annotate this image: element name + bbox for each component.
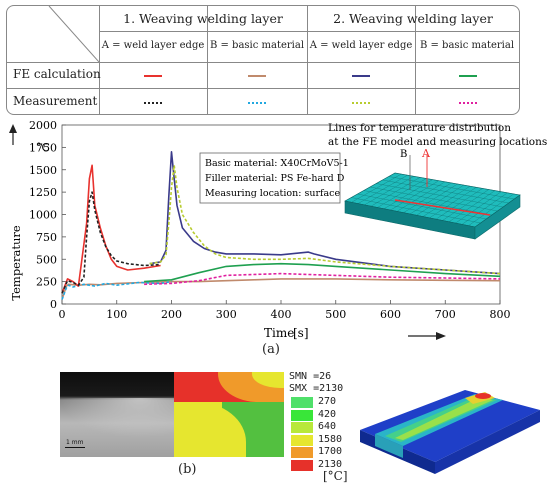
swatch-m-l2-B [459, 102, 477, 104]
info-box [199, 152, 341, 204]
contour-level-label: 270 [318, 396, 337, 407]
contour-swatch [291, 447, 313, 458]
series-line-fe_l2_B [144, 262, 501, 283]
y-label: Temperature [9, 225, 23, 301]
contour-swatch [291, 459, 313, 471]
header-layer2: 2. Weaving welding layer [333, 11, 493, 26]
series-line-m_l1_A [61, 191, 161, 294]
swatch-fe-l2-A [352, 75, 370, 77]
contour-swatch [291, 434, 313, 446]
series-line-fe_l1_B [61, 278, 501, 300]
contour-3d-plate [360, 390, 540, 474]
annotation-line2: at the FE model and measuring locations [328, 136, 547, 148]
series-line-m_l1_B [61, 280, 172, 300]
y-tick-label: 750 [36, 231, 57, 244]
header-l2-B: B = basic material [419, 40, 515, 51]
contour-level-label: 1700 [318, 446, 343, 457]
annotation-line1: Lines for temperature distribution [328, 122, 511, 134]
marker-A: A [421, 147, 431, 160]
y-tick-label: 1000 [29, 209, 57, 222]
marker-B: B [400, 149, 407, 160]
swatch-m-l1-A [144, 102, 162, 104]
y-tick-label: 1750 [29, 141, 57, 154]
x-tick-label: 0 [59, 308, 66, 321]
contour-swatch [291, 422, 313, 433]
x-tick-label: 700 [435, 308, 456, 321]
contour-image [174, 372, 284, 457]
info-line3: Measuring location: surface [205, 188, 340, 199]
legend-table: 1. Weaving welding layer 2. Weaving weld… [6, 5, 520, 115]
x-label: Time [264, 326, 294, 340]
x-tick-label: 100 [106, 308, 127, 321]
panel-label-a: (a) [262, 342, 280, 357]
contour-level-label: 640 [318, 421, 337, 432]
x-tick-label: 200 [161, 308, 182, 321]
contour-smx: SMX =2130 [289, 383, 344, 394]
contour-smn: SMN =26 [289, 371, 332, 382]
corner-diagonal [48, 6, 99, 62]
x-tick-label: 800 [490, 308, 511, 321]
swatch-m-l2-A [352, 102, 370, 104]
temperature-chart: 0 250 500 750 1000 1250 1500 1750 2000 0 100 200 300… [9, 119, 547, 340]
row-fe-label: FE calculation [13, 67, 101, 81]
contour-level-label: 420 [318, 408, 337, 420]
fe-model-block [344, 155, 521, 240]
header-l1-B: B = basic material [209, 40, 305, 51]
y-tick-label: 0 [50, 298, 57, 311]
header-l2-A: A = weld layer edge [309, 40, 413, 51]
swatch-fe-l1-A [144, 75, 162, 77]
contour-level-label: 2130 [318, 458, 343, 470]
y-tick-label: 1500 [29, 164, 57, 177]
contour-level-label: 1580 [318, 433, 343, 445]
micrograph-image: 1 mm [60, 372, 174, 457]
y-tick-label: 1250 [29, 186, 57, 199]
y-tick-label: 500 [36, 253, 57, 266]
row-meas-label: Measurement [13, 94, 98, 108]
series-line-m_l2_A [149, 164, 501, 275]
x-tick-label: 500 [325, 308, 346, 321]
contour-unit: [°C] [323, 469, 348, 483]
info-line2: Filler material: PS Fe-hard D [205, 173, 345, 184]
x-unit: [s] [293, 326, 309, 340]
y-tick-label: 250 [36, 276, 57, 289]
swatch-m-l1-B [248, 102, 266, 104]
y-unit: °C [36, 141, 50, 154]
header-layer1: 1. Weaving welding layer [123, 11, 283, 26]
scale-bar-label: 1 mm [66, 439, 84, 446]
contour-swatch [291, 397, 313, 408]
x-tick-label: 600 [380, 308, 401, 321]
header-l1-A: A = weld layer edge [101, 40, 205, 51]
info-line1: Basic material: X40CrMoV5-1 [205, 158, 349, 169]
series-line-fe_l1_A [61, 164, 161, 294]
contour-swatch [291, 409, 313, 421]
y-tick-label: 2000 [29, 119, 57, 132]
panel-label-b: (b) [178, 462, 197, 477]
swatch-fe-l1-B [248, 75, 266, 77]
x-tick-label: 300 [216, 308, 237, 321]
series-line-m_l2_B [144, 272, 501, 286]
swatch-fe-l2-B [459, 75, 477, 77]
x-tick-label: 400 [271, 308, 292, 321]
